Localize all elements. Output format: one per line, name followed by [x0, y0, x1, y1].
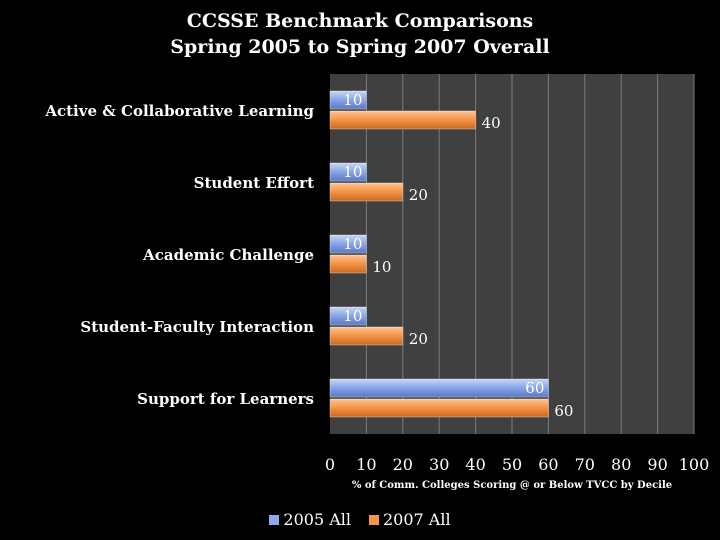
data-label-2005: 10 [343, 307, 362, 325]
bar-2007 [329, 254, 367, 274]
data-label-2007: 20 [409, 186, 428, 204]
legend-swatch-2005 [269, 514, 280, 525]
legend-item-2005: 2005 All [269, 510, 351, 529]
category-label: Active & Collaborative Learning [44, 102, 314, 120]
legend-item-2007: 2007 All [369, 510, 451, 529]
data-label-2007: 60 [554, 402, 573, 420]
bar-2007 [329, 326, 404, 346]
bar-2005 [329, 90, 367, 110]
x-tick-label: 100 [679, 455, 710, 474]
data-label-2005: 60 [525, 379, 544, 397]
x-tick-label: 30 [429, 455, 449, 474]
legend-swatch-2007 [369, 514, 379, 525]
chart-title-line-2: Spring 2005 to Spring 2007 Overall [170, 36, 550, 58]
data-label-2005: 10 [343, 91, 362, 109]
x-tick-label: 70 [575, 455, 595, 474]
labels: 0 10 20 30 40 50 60 70 80 90 100 Active & Collabora… [44, 91, 709, 474]
legend: 2005 All 2007 All [0, 510, 720, 529]
x-tick-label: 40 [465, 455, 485, 474]
legend-label-2005: 2005 All [283, 510, 351, 529]
x-tick-label: 80 [611, 455, 631, 474]
bars [329, 90, 549, 418]
bar-2007 [329, 182, 404, 202]
x-tick-label: 10 [356, 455, 376, 474]
bar-2005 [329, 234, 367, 254]
x-tick-label: 20 [393, 455, 413, 474]
x-tick-label: 60 [538, 455, 558, 474]
data-label-2007: 10 [372, 258, 391, 276]
x-tick-label: 90 [647, 455, 667, 474]
data-label-2005: 10 [343, 163, 362, 181]
data-label-2005: 10 [343, 235, 362, 253]
data-label-2007: 20 [409, 330, 428, 348]
legend-label-2007: 2007 All [383, 510, 451, 529]
bar-2007 [329, 398, 549, 418]
chart-title-line-1: CCSSE Benchmark Comparisons [186, 10, 534, 32]
x-tick-label: 50 [502, 455, 522, 474]
category-label: Student-Faculty Interaction [80, 318, 314, 336]
bar-2007 [329, 110, 477, 130]
bar-2005 [329, 306, 367, 326]
x-tick-label: 0 [325, 455, 335, 474]
x-axis-label: % of Comm. Colleges Scoring @ or Below T… [351, 480, 673, 491]
category-label: Support for Learners [137, 390, 314, 408]
grid-lines [365, 74, 695, 434]
category-label: Academic Challenge [142, 246, 314, 264]
category-label: Student Effort [194, 174, 314, 192]
data-label-2007: 40 [482, 114, 501, 132]
bar-2005 [329, 162, 367, 182]
bar-2005 [329, 378, 549, 398]
